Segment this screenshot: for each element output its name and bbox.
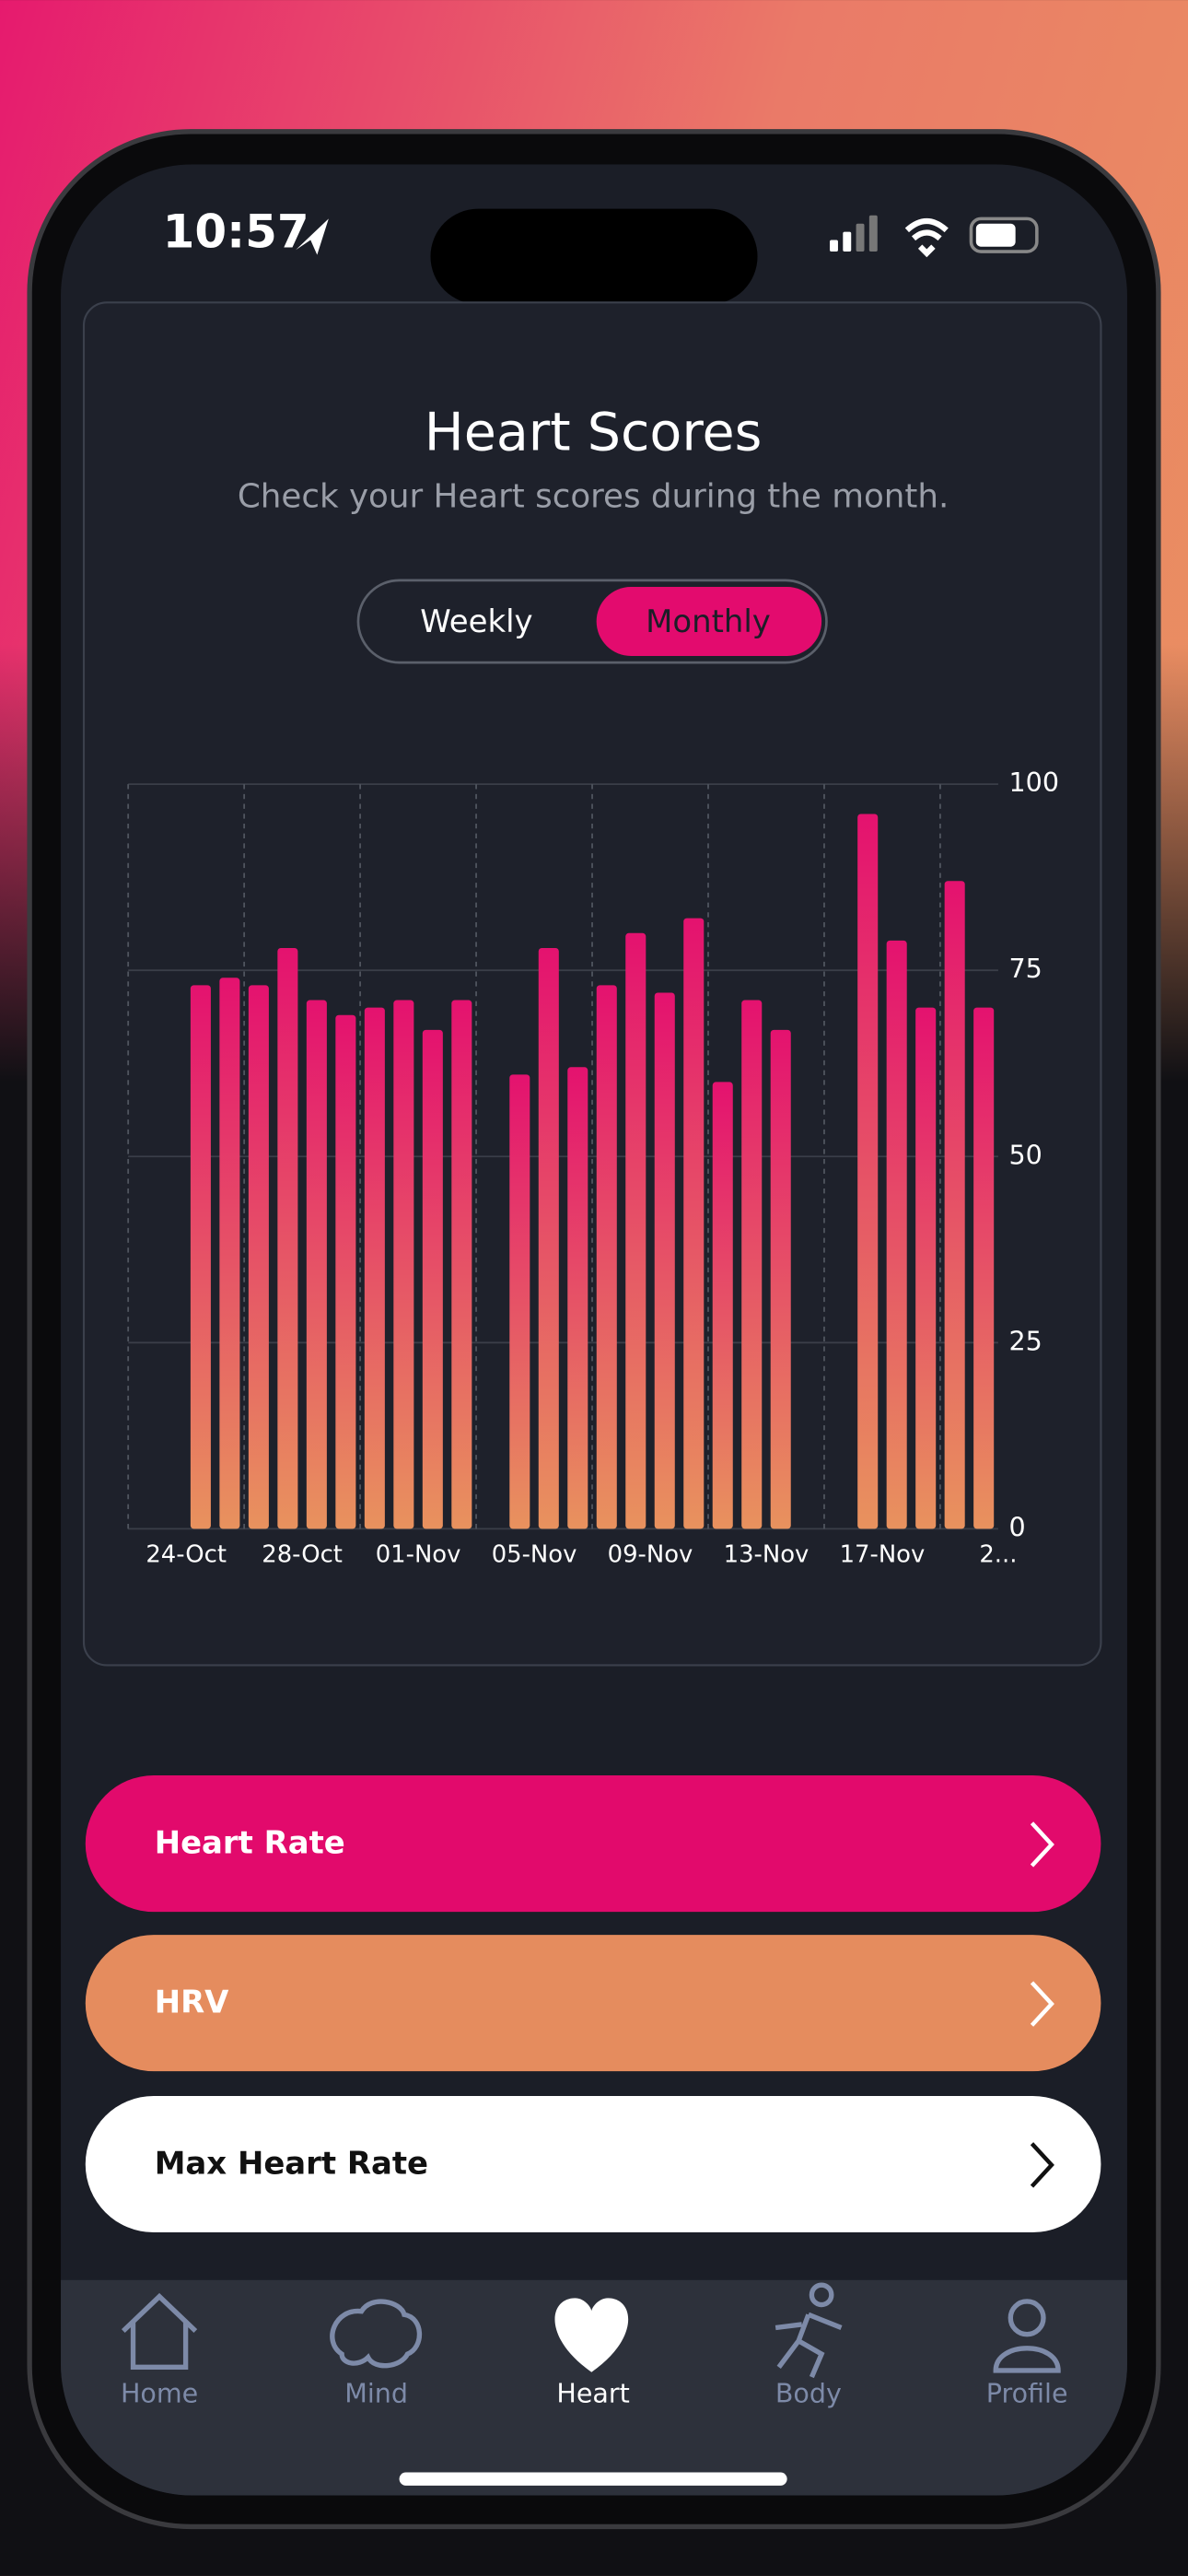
- bar: [596, 985, 617, 1529]
- x-tick-label: 28-Oct: [262, 1540, 343, 1568]
- x-tick-label: 09-Nov: [608, 1540, 693, 1568]
- mind-icon[interactable]: [330, 2299, 423, 2369]
- y-tick-label: 100: [1009, 767, 1059, 798]
- home-icon[interactable]: [121, 2292, 198, 2371]
- bar: [306, 1000, 327, 1529]
- screen-content: 10:57 Heart Scores Check your Heart scor…: [61, 164, 1127, 2496]
- signal-icon: [830, 215, 878, 252]
- x-tick-label: 2...: [979, 1540, 1017, 1568]
- x-tick-label: 01-Nov: [376, 1540, 461, 1568]
- profile-icon[interactable]: [993, 2299, 1061, 2373]
- body-icon[interactable]: [775, 2282, 843, 2379]
- button-label: Max Heart Rate: [155, 2145, 428, 2181]
- x-tick-label: 05-Nov: [492, 1540, 577, 1568]
- bar: [654, 992, 675, 1529]
- chevron: [1030, 2142, 1054, 2188]
- bar: [335, 1014, 356, 1529]
- bar: [973, 1007, 995, 1529]
- subtitle: Check your Heart scores during the month…: [238, 478, 949, 516]
- bar: [393, 1000, 414, 1529]
- nav-label[interactable]: Profile: [986, 2379, 1068, 2409]
- bar: [364, 1007, 385, 1529]
- bar: [770, 1029, 791, 1529]
- bar: [741, 1000, 763, 1529]
- heart-icon[interactable]: [554, 2298, 629, 2372]
- battery-level: [975, 223, 1016, 247]
- title: Heart Scores: [425, 403, 763, 463]
- toggle-active[interactable]: [596, 587, 822, 656]
- location-icon: [296, 218, 329, 255]
- x-tick-label: 13-Nov: [724, 1540, 809, 1568]
- bar: [451, 1000, 472, 1529]
- nav-label[interactable]: Mind: [344, 2379, 408, 2409]
- bar: [886, 940, 907, 1529]
- button-label: HRV: [155, 1985, 229, 2020]
- bar: [422, 1029, 443, 1529]
- bar: [538, 947, 559, 1529]
- toggle-monthly[interactable]: Monthly: [646, 603, 771, 639]
- battery-icon: [969, 217, 1039, 253]
- chevron: [1030, 1821, 1054, 1868]
- bar: [567, 1067, 588, 1529]
- x-tick-label: 17-Nov: [840, 1540, 926, 1568]
- wifi-icon: [904, 217, 949, 258]
- home-indicator: [399, 2472, 787, 2486]
- bar: [277, 947, 298, 1529]
- y-tick-label: 25: [1009, 1326, 1042, 1356]
- heart-rate-button[interactable]: [85, 1775, 1101, 1913]
- bar: [857, 814, 879, 1529]
- y-tick-label: 75: [1009, 954, 1042, 984]
- nav-label[interactable]: Home: [121, 2379, 198, 2409]
- bar: [509, 1074, 530, 1529]
- bar: [944, 881, 965, 1529]
- bar: [683, 918, 705, 1529]
- dynamic-island: [430, 208, 758, 305]
- bar: [219, 978, 240, 1529]
- toggle-weekly[interactable]: Weekly: [420, 603, 532, 639]
- button-label: Heart Rate: [155, 1824, 345, 1860]
- bar: [190, 985, 211, 1529]
- chevron: [1030, 1981, 1054, 2027]
- hrv-button[interactable]: [85, 1935, 1101, 2072]
- status-time: 10:57: [163, 205, 309, 259]
- nav-label[interactable]: Heart: [556, 2379, 629, 2409]
- x-tick-label: 24-Oct: [146, 1540, 227, 1568]
- bar: [712, 1082, 733, 1529]
- nav-label[interactable]: Body: [775, 2379, 842, 2409]
- bar: [625, 932, 646, 1529]
- bar: [248, 985, 269, 1529]
- y-tick-label: 0: [1009, 1512, 1026, 1542]
- bar: [915, 1007, 937, 1529]
- chart: 0 25 50 75 100 24-Oct 28-Oct 01-Nov 05-Nov 09-Nov…: [127, 767, 1059, 1568]
- y-tick-label: 50: [1009, 1140, 1042, 1170]
- toggle[interactable]: [356, 579, 828, 664]
- max-heart-rate-button[interactable]: [85, 2095, 1101, 2233]
